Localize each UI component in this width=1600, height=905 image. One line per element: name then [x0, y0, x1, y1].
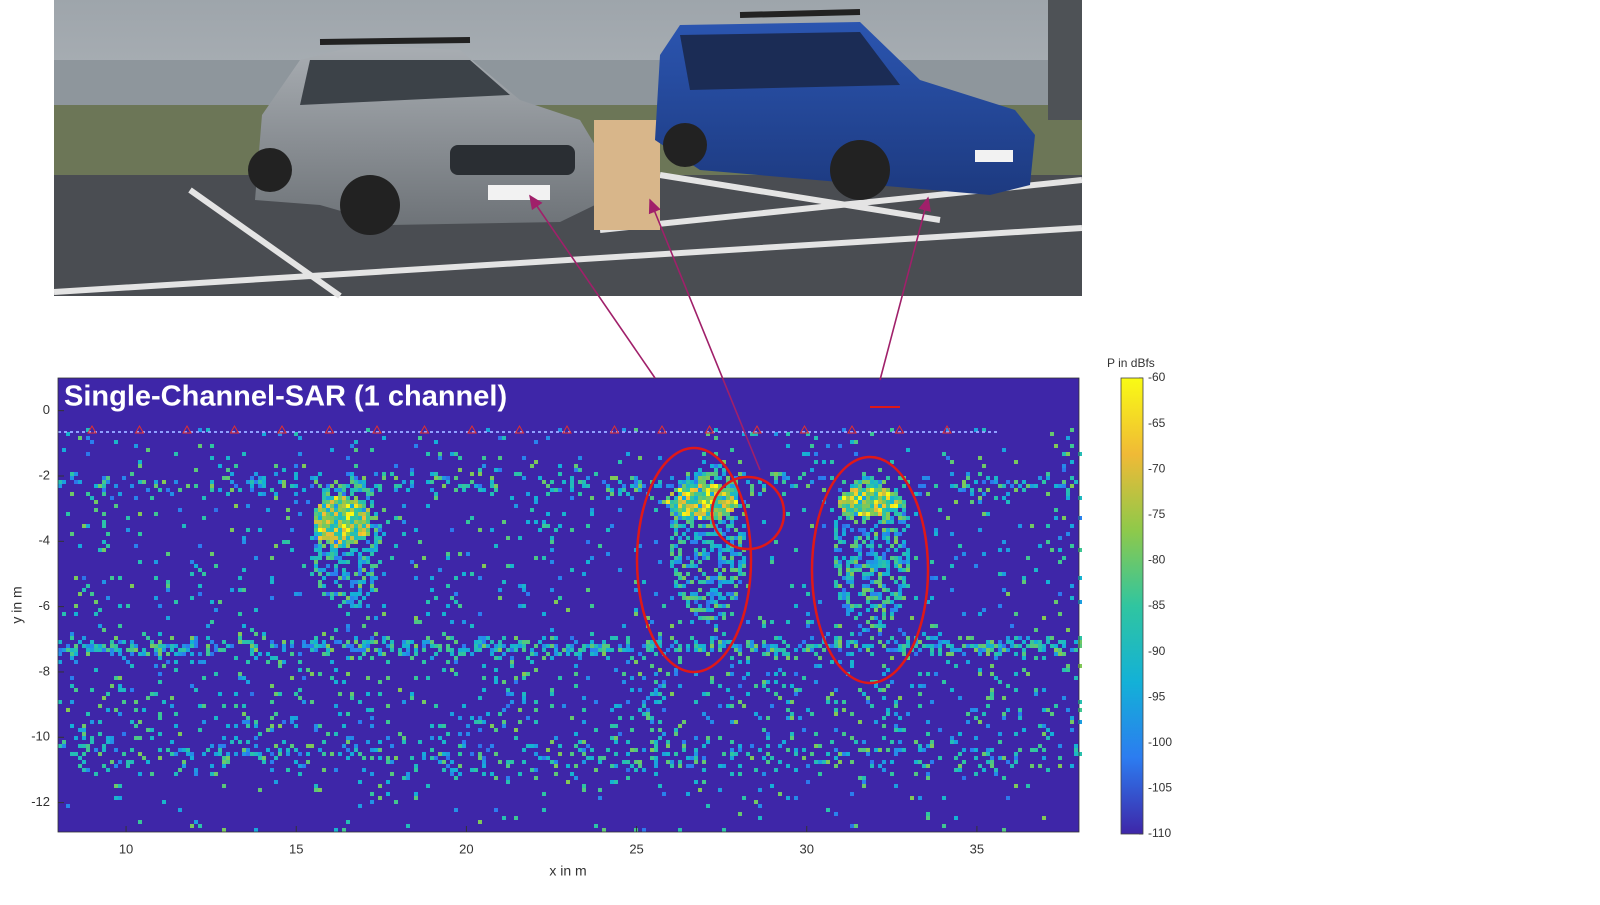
x-tick-label: 10: [119, 841, 133, 856]
sensor-marker: [277, 424, 287, 434]
colorbar-label: P in dBfs: [1107, 356, 1155, 370]
chart-title: Single-Channel-SAR (1 channel): [64, 381, 507, 413]
y-tick-label: -12: [31, 794, 50, 809]
y-tick-label: -6: [38, 598, 50, 613]
colorbar-tick-label: -65: [1148, 416, 1166, 430]
sensor-marker: [372, 424, 382, 434]
colorbar-tick-label: -70: [1148, 461, 1166, 475]
axes: 10 15 20 25 30 35 0 -2 -4 -6 -8 -10 -12 -60 -65 -70 -75 -…: [31, 370, 1172, 856]
x-tick-label: 20: [459, 841, 473, 856]
sensor-marker: [134, 424, 145, 434]
annotations: [529, 194, 931, 685]
sensor-marker: [324, 424, 335, 434]
colorbar-tick-label: -60: [1148, 370, 1166, 384]
colorbar-tick-label: -100: [1148, 735, 1172, 749]
y-tick-label: 0: [43, 402, 50, 417]
y-axis-label: y in m: [9, 586, 25, 623]
sensor-marker: [799, 424, 810, 434]
sensor-marker: [419, 424, 430, 434]
y-tick-label: -2: [38, 467, 50, 482]
colorbar-tick-label: -85: [1148, 598, 1166, 612]
sensor-marker: [704, 424, 715, 434]
plot-frame: [57, 377, 1080, 833]
colorbar-tick-label: -75: [1148, 507, 1166, 521]
y-tick-label: -10: [31, 729, 50, 744]
sensor-marker: [562, 424, 572, 434]
y-tick-label: -4: [38, 533, 50, 548]
heatmap-texture: [58, 424, 1082, 832]
colorbar-tick-label: -95: [1148, 689, 1166, 703]
sensor-marker: [657, 424, 667, 434]
x-tick-label: 35: [970, 841, 984, 856]
sensor-marker: [467, 424, 477, 434]
x-tick-label: 25: [629, 841, 643, 856]
y-tick-label: -8: [38, 663, 50, 678]
x-tick-label: 15: [289, 841, 303, 856]
sensor-marker: [87, 424, 97, 434]
sensor-marker: [229, 424, 240, 434]
colorbar: [1120, 377, 1144, 835]
sensor-marker: [609, 424, 620, 434]
sensor-marker: [847, 424, 857, 434]
sensor-marker: [752, 424, 762, 434]
sensor-marker: [514, 424, 525, 434]
sensor-marker: [894, 424, 905, 434]
colorbar-tick-label: -110: [1148, 826, 1171, 840]
photo: [53, 0, 1083, 299]
sensor-marker: [182, 424, 192, 434]
colorbar-tick-label: -80: [1148, 553, 1166, 567]
sensor-marker: [942, 424, 952, 434]
x-axis-label: x in m: [549, 863, 586, 879]
x-tick-label: 30: [799, 841, 813, 856]
colorbar-tick-label: -105: [1148, 781, 1172, 795]
colorbar-tick-label: -90: [1148, 644, 1166, 658]
